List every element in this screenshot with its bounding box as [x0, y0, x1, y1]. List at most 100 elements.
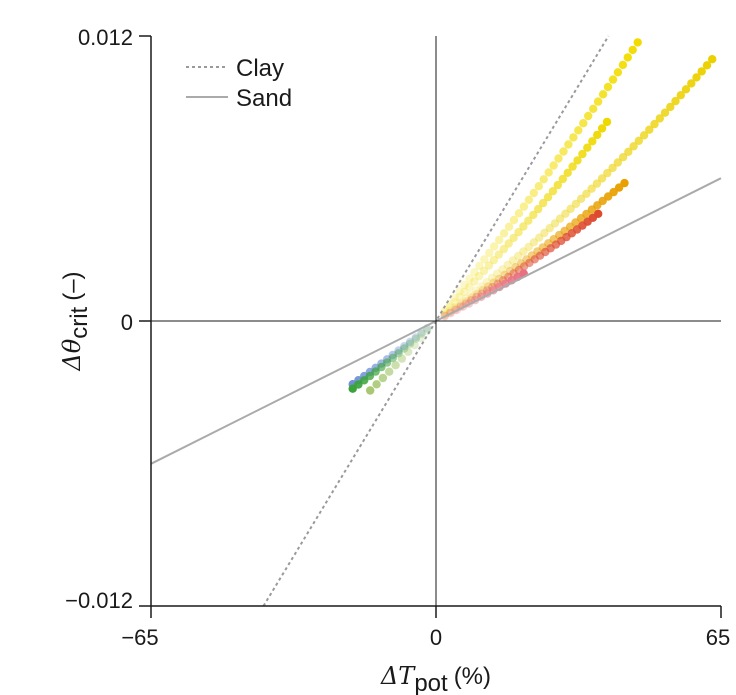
x-axis-label-subscript: pot: [414, 670, 448, 695]
data-point: [514, 228, 523, 237]
legend: Clay Sand: [186, 55, 292, 112]
data-point: [378, 373, 388, 383]
data-point: [692, 73, 701, 82]
svg-text:Δθcrit(–): Δθcrit (–): [58, 271, 93, 371]
data-point: [594, 209, 603, 218]
data-point: [529, 188, 538, 198]
series-yellow-lower: [440, 55, 717, 319]
data-point: [608, 75, 618, 84]
x-axis-label-unit: (%): [454, 663, 491, 690]
data-point: [623, 53, 632, 62]
data-point: [360, 376, 369, 385]
legend-clay-label: Clay: [236, 55, 284, 82]
data-point: [461, 294, 470, 303]
data-point: [524, 195, 534, 204]
data-point: [482, 278, 491, 287]
data-point: [519, 222, 528, 231]
data-point: [394, 346, 403, 355]
data-point: [484, 261, 494, 270]
data-point: [514, 209, 524, 218]
data-point: [550, 219, 560, 228]
data-point: [568, 162, 577, 171]
data-point: [588, 137, 597, 146]
data-point: [697, 67, 706, 76]
data-point: [583, 143, 592, 152]
data-point: [498, 265, 507, 274]
data-point: [538, 198, 548, 208]
data-point: [388, 350, 397, 360]
data-point: [524, 216, 533, 225]
data-point: [519, 247, 528, 256]
data-point: [708, 55, 717, 64]
y-axis-label-unit: (–): [59, 271, 86, 300]
data-point: [589, 104, 598, 114]
data-point: [633, 38, 642, 47]
data-point: [489, 255, 499, 265]
data-point: [404, 347, 413, 356]
data-point: [598, 90, 608, 99]
data-point: [365, 371, 375, 381]
data-point: [505, 266, 515, 276]
data-point: [467, 293, 477, 302]
data-point: [558, 174, 567, 184]
data-point: [400, 342, 409, 351]
data-point: [569, 133, 578, 142]
data-point: [613, 158, 622, 167]
data-point: [495, 274, 504, 283]
data-point: [597, 174, 607, 183]
data-point: [555, 214, 565, 223]
data-point: [639, 131, 649, 140]
data-point: [608, 163, 617, 173]
data-point: [666, 102, 675, 112]
data-point: [687, 79, 696, 88]
data-point: [592, 179, 602, 188]
data-point: [499, 229, 509, 238]
data-point: [624, 147, 633, 156]
data-point: [423, 326, 432, 336]
data-point: [681, 85, 691, 94]
data-point: [411, 333, 420, 342]
data-point: [451, 302, 460, 311]
data-point: [354, 380, 363, 389]
data-point: [548, 187, 558, 196]
data-point: [573, 156, 582, 165]
data-point: [578, 149, 587, 159]
data-point: [410, 340, 419, 350]
data-point: [475, 272, 484, 281]
data-point: [660, 108, 670, 117]
data-point: [509, 215, 519, 225]
data-point: [561, 209, 570, 218]
data-point: [645, 125, 654, 134]
x-tick-label-left: −65: [121, 625, 158, 650]
data-point: [539, 175, 548, 184]
data-point: [499, 244, 508, 254]
data-point: [529, 238, 539, 247]
data-point: [460, 287, 469, 297]
data-point: [529, 210, 538, 220]
series-orange: [440, 178, 629, 320]
data-point: [485, 248, 494, 258]
data-point: [524, 242, 533, 252]
data-point: [511, 263, 520, 272]
series-green: [348, 324, 432, 393]
series-yellow-mid: [440, 117, 612, 317]
data-point: [493, 269, 502, 278]
data-point: [534, 182, 543, 191]
data-point: [450, 298, 459, 307]
data-point: [535, 233, 544, 242]
x-tick-label-right: 65: [706, 625, 730, 650]
data-point: [559, 147, 568, 156]
data-point: [534, 204, 543, 214]
data-point: [504, 239, 513, 248]
data-point: [470, 277, 479, 286]
data-point: [480, 255, 489, 264]
data-point: [587, 184, 596, 193]
data-point: [479, 266, 489, 276]
y-axis-label-subscript: crit: [66, 306, 93, 338]
data-point: [566, 204, 575, 213]
data-point: [477, 282, 486, 291]
data-point: [676, 91, 685, 100]
data-point: [490, 242, 499, 251]
data-point: [487, 273, 497, 283]
data-point: [549, 161, 558, 170]
